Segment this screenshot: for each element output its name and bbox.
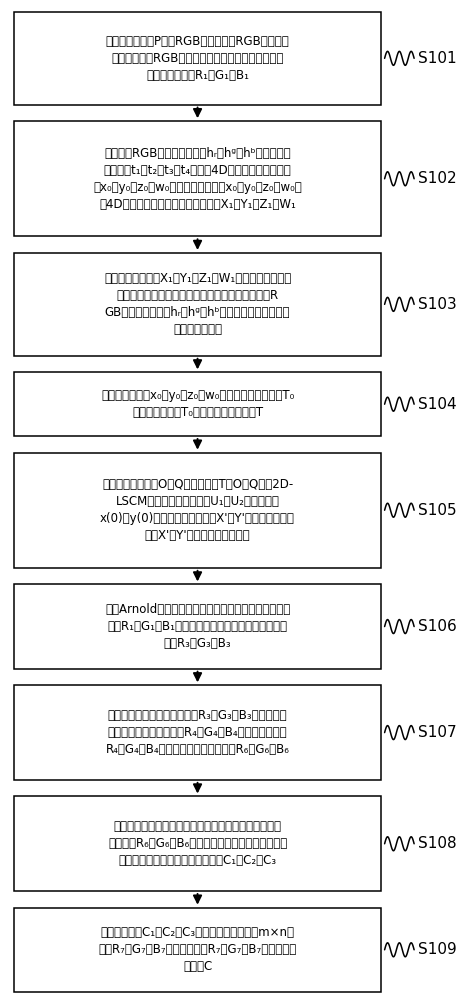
Text: 随机生成两个序列O和Q，根据序列T、O和Q计算2D-
LSCM混沌系统的参数序列U₁和U₂以及初始值
x(0)和y(0)，生成两个混沌序列X'和Y'，根据所述混: 随机生成两个序列O和Q，根据序列T、O和Q计算2D- LSCM混沌系统的参数序列…: [100, 478, 295, 542]
Text: S101: S101: [418, 51, 456, 66]
Text: 利用测量矩阵对置乱后三分量R₃、G₃和B₃进行二维压
缩测量，得到测量值矩阵R₄、G₄和B₄，对测量值矩阵
R₄、G₄和B₄进行量化得到量化后序列R₆、G₆和B: 利用测量矩阵对置乱后三分量R₃、G₃和B₃进行二维压 缩测量，得到测量值矩阵R₄…: [106, 709, 289, 756]
Bar: [14, 372, 381, 436]
Text: 根据所述RGB三分量的信息熵hᵣ、hᵍ和hᵇ，以及预设
外部密钥t₁、t₂、t₃和t₄，生成4D忆阻混沌系统的初始
值x₀、y₀、z₀和w₀，根据所述初始值x₀: 根据所述RGB三分量的信息熵hᵣ、hᵍ和hᵇ，以及预设 外部密钥t₁、t₂、t₃…: [93, 147, 302, 211]
Text: 根据所述混沌序列X₁、Y₁、Z₁和W₁，得到第一索引向
量、第二索引向量和第一扩散用序列；并根据所述R
GB三分量的信息熵hᵣ、hᵍ和hᵇ，利用计数器计算得到
: 根据所述混沌序列X₁、Y₁、Z₁和W₁，得到第一索引向 量、第二索引向量和第一扩…: [104, 272, 291, 336]
Text: 利用第二索引引向量、第一扩散用序列和第二扩散用序
列对序列R₆、G₆和B₆进行分量内部和分量之间同时多
随机像素值扩散，得到扩散后序列C₁、C₂和C₃: 利用第二索引引向量、第一扩散用序列和第二扩散用序 列对序列R₆、G₆和B₆进行分…: [108, 820, 287, 867]
Text: S104: S104: [418, 397, 456, 412]
Text: 根据所述初始值x₀、y₀、z₀和w₀计算计数器的初始值T₀
根据所述初始值T₀利用计数器生成序列T: 根据所述初始值x₀、y₀、z₀和w₀计算计数器的初始值T₀ 根据所述初始值T₀利…: [101, 389, 294, 419]
Bar: [14, 121, 381, 236]
Bar: [14, 453, 381, 568]
Text: S102: S102: [418, 171, 456, 186]
Bar: [14, 12, 381, 105]
Bar: [14, 796, 381, 891]
Text: S108: S108: [418, 836, 456, 851]
Text: S103: S103: [418, 297, 456, 312]
Text: S109: S109: [418, 942, 456, 957]
Text: S105: S105: [418, 503, 456, 518]
Text: S107: S107: [418, 725, 456, 740]
Bar: [14, 908, 381, 992]
Bar: [14, 584, 381, 669]
Text: 将扩散后序列C₁、C₂和C₃分别转化成大小均为m×n的
矩阵R₇、G₇和B₇，并组合矩阵R₇、G₇和B₇得到彩色密
文图像C: 将扩散后序列C₁、C₂和C₃分别转化成大小均为m×n的 矩阵R₇、G₇和B₇，并…: [99, 926, 297, 973]
Text: 将彩色明文图像P进行RGB分解，得到RGB三分量，
并分别对所述RGB三分量进行二维离散小波变换，得
到稀疏系数矩阵R₁、G₁和B₁: 将彩色明文图像P进行RGB分解，得到RGB三分量， 并分别对所述RGB三分量进行…: [106, 35, 289, 82]
Text: S106: S106: [418, 619, 456, 634]
Bar: [14, 253, 381, 356]
Text: 利用Arnold映射和所述第一索引引向量对所述稀疏系数
矩阵R₁、G₁和B₁进行双随机位置置乱，得到置乱后三
分量R₃、G₃和B₃: 利用Arnold映射和所述第一索引引向量对所述稀疏系数 矩阵R₁、G₁和B₁进行…: [105, 603, 290, 650]
Bar: [14, 685, 381, 780]
